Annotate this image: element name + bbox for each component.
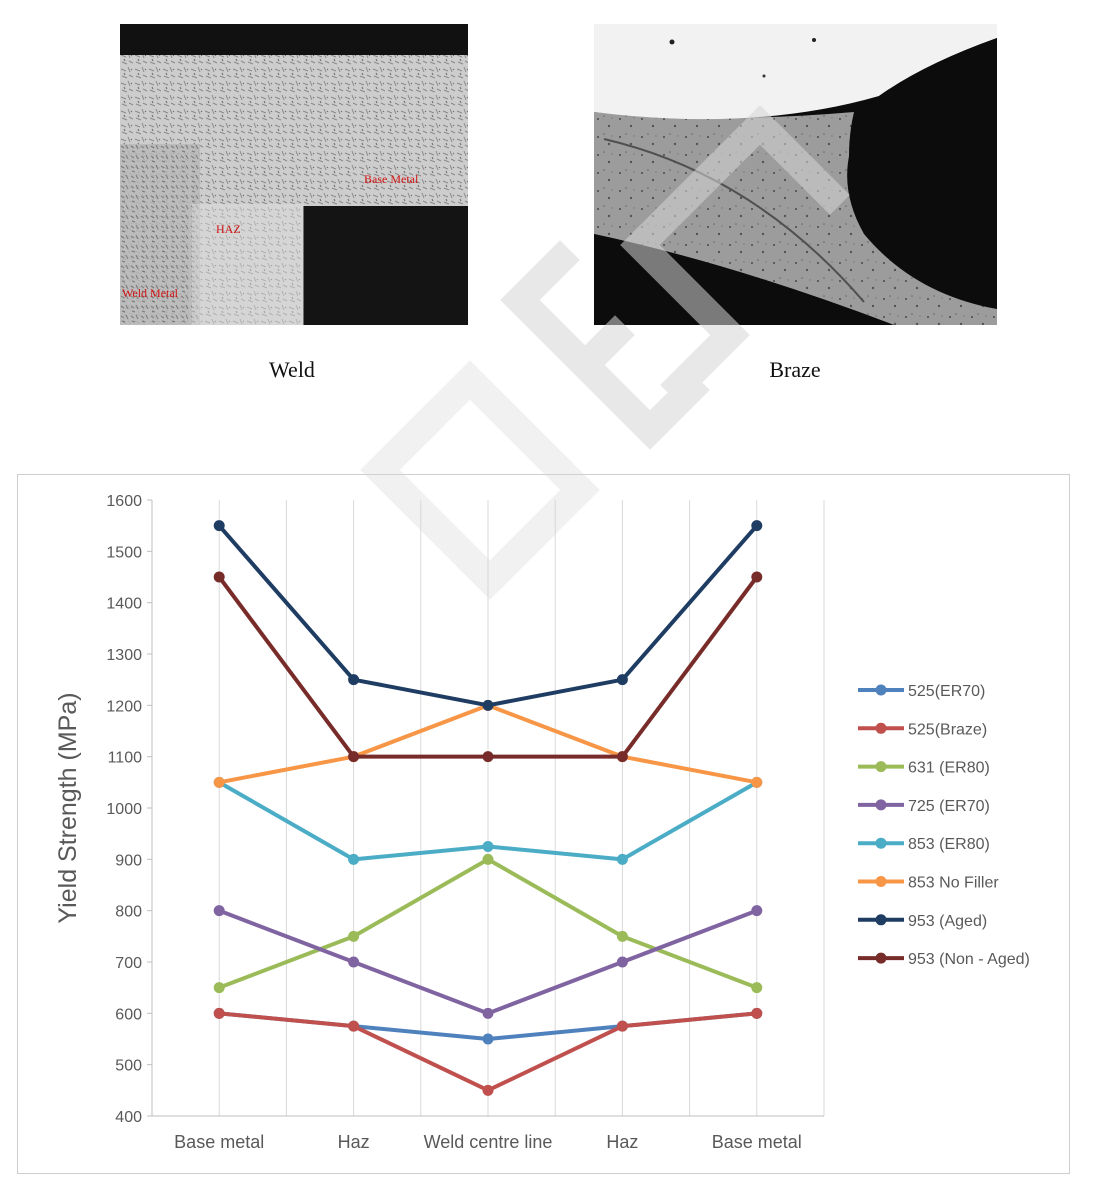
y-tick-label: 1000	[106, 801, 142, 818]
y-tick-label: 400	[115, 1109, 142, 1126]
data-point	[348, 853, 360, 865]
legend-label: 853 (ER80)	[908, 836, 990, 853]
data-point	[751, 1007, 763, 1019]
legend-marker	[875, 876, 887, 887]
yield-strength-chart: 400 500 600 700 800 900 1000 1100 1200 1300 1400 15…	[17, 474, 1070, 1174]
data-point	[213, 982, 225, 994]
legend-marker	[875, 761, 887, 773]
data-point	[348, 930, 360, 942]
y-tick-label: 700	[115, 955, 142, 972]
y-tick-label: 1400	[106, 596, 142, 613]
data-point	[751, 905, 763, 917]
legend-marker	[875, 722, 887, 734]
data-point	[616, 1020, 628, 1032]
data-point	[213, 1007, 225, 1019]
braze-caption: Braze	[769, 357, 821, 382]
data-point	[213, 905, 225, 917]
data-point	[348, 674, 360, 686]
data-point	[482, 1033, 494, 1045]
legend-label: 631 (ER80)	[908, 760, 990, 777]
data-point	[482, 699, 494, 711]
data-point	[213, 520, 225, 532]
data-point	[616, 674, 628, 686]
data-point	[616, 751, 628, 763]
data-point	[751, 520, 763, 532]
data-point	[616, 930, 628, 942]
x-tick-label: Base metal	[174, 1132, 264, 1152]
legend-label: 725 (ER70)	[908, 798, 990, 815]
weld-metal-label: Weld Metal	[122, 286, 179, 300]
data-point	[348, 1020, 360, 1032]
y-tick-label: 1300	[106, 647, 142, 664]
y-tick-label: 600	[115, 1006, 142, 1023]
y-tick-label: 1500	[106, 544, 142, 561]
legend-label: 853 No Filler	[908, 875, 999, 892]
legend-marker	[875, 799, 887, 811]
data-point	[482, 853, 494, 865]
data-point	[482, 1084, 494, 1096]
data-point	[213, 571, 225, 583]
x-tick-label: Haz	[338, 1132, 370, 1152]
weld-caption: Weld	[269, 357, 315, 382]
y-tick-label: 1200	[106, 698, 142, 715]
data-point	[751, 571, 763, 583]
legend-marker	[875, 837, 887, 849]
legend-marker	[875, 684, 887, 696]
y-tick-label: 1100	[108, 750, 143, 767]
data-point	[751, 982, 763, 994]
data-point	[213, 776, 225, 788]
y-tick-label: 500	[115, 1058, 142, 1075]
legend-marker	[875, 952, 887, 964]
legend-marker	[875, 914, 887, 926]
data-point	[482, 751, 494, 763]
data-point	[482, 1007, 494, 1019]
y-tick-label: 900	[115, 852, 142, 869]
base-metal-label: Base Metal	[364, 172, 419, 186]
legend-label: 953 (Non - Aged)	[908, 951, 1030, 968]
y-axis-title: Yield Strength (MPa)	[54, 692, 82, 923]
y-tick-label: 1600	[106, 493, 142, 510]
legend-label: 525(Braze)	[908, 721, 987, 738]
legend-label: 525(ER70)	[908, 683, 985, 700]
data-point	[616, 853, 628, 865]
y-tick-label: 800	[115, 904, 142, 921]
chart-canvas: 400 500 600 700 800 900 1000 1100 1200 1300 1400 15…	[54, 493, 1030, 1152]
data-point	[482, 841, 494, 852]
data-point	[751, 776, 763, 788]
braze-micrograph	[594, 24, 997, 325]
x-tick-label: Weld centre line	[424, 1132, 553, 1152]
legend-label: 953 (Aged)	[908, 913, 987, 930]
haz-label: HAZ	[216, 222, 241, 236]
x-tick-label: Base metal	[712, 1132, 802, 1152]
weld-micrograph: Base Metal HAZ Weld Metal	[120, 24, 468, 325]
data-point	[348, 956, 360, 968]
data-point	[348, 751, 360, 763]
x-tick-label: Haz	[606, 1132, 638, 1152]
data-point	[616, 956, 628, 968]
